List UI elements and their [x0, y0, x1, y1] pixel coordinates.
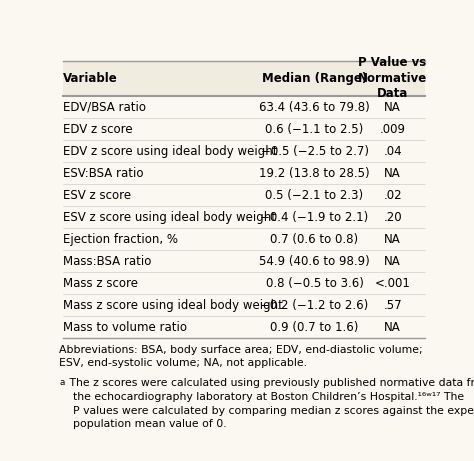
Text: 0.5 (−2.1 to 2.3): 0.5 (−2.1 to 2.3)	[265, 189, 364, 201]
Text: Mass:BSA ratio: Mass:BSA ratio	[63, 255, 151, 268]
Bar	[63, 294, 425, 316]
Bar	[63, 228, 425, 250]
Text: NA: NA	[384, 255, 401, 268]
Bar	[63, 206, 425, 228]
Text: Abbreviations: BSA, body surface area; EDV, end-diastolic volume;
ESV, end-systo: Abbreviations: BSA, body surface area; E…	[59, 345, 423, 368]
Bar	[63, 140, 425, 162]
Text: NA: NA	[384, 321, 401, 334]
Text: Median (Range): Median (Range)	[262, 72, 367, 85]
Text: a: a	[59, 378, 64, 387]
Text: <.001: <.001	[374, 277, 410, 290]
Bar	[63, 61, 425, 96]
Text: 0.7 (0.6 to 0.8): 0.7 (0.6 to 0.8)	[271, 233, 359, 246]
Text: 0.8 (−0.5 to 3.6): 0.8 (−0.5 to 3.6)	[265, 277, 364, 290]
Text: EDV z score: EDV z score	[63, 123, 133, 136]
Text: NA: NA	[384, 100, 401, 114]
Text: NA: NA	[384, 167, 401, 180]
Bar	[63, 272, 425, 294]
Text: ESV z score using ideal body weight: ESV z score using ideal body weight	[63, 211, 276, 224]
Text: EDV/BSA ratio: EDV/BSA ratio	[63, 100, 146, 114]
Text: 63.4 (43.6 to 79.8): 63.4 (43.6 to 79.8)	[259, 100, 370, 114]
Text: 19.2 (13.8 to 28.5): 19.2 (13.8 to 28.5)	[259, 167, 370, 180]
Bar	[63, 96, 425, 118]
Text: −0.4 (−1.9 to 2.1): −0.4 (−1.9 to 2.1)	[260, 211, 369, 224]
Text: .009: .009	[380, 123, 406, 136]
Text: Ejection fraction, %: Ejection fraction, %	[63, 233, 178, 246]
Text: P Value vs
Normative
Data: P Value vs Normative Data	[358, 56, 427, 100]
Text: .20: .20	[383, 211, 402, 224]
Bar	[63, 184, 425, 206]
Text: Mass z score using ideal body weight: Mass z score using ideal body weight	[63, 299, 283, 312]
Text: .02: .02	[383, 189, 402, 201]
Bar	[63, 250, 425, 272]
Bar	[63, 162, 425, 184]
Text: NA: NA	[384, 233, 401, 246]
Text: −0.5 (−2.5 to 2.7): −0.5 (−2.5 to 2.7)	[261, 145, 369, 158]
Bar	[63, 316, 425, 338]
Text: Mass z score: Mass z score	[63, 277, 138, 290]
Bar	[63, 118, 425, 140]
Text: EDV z score using ideal body weight: EDV z score using ideal body weight	[63, 145, 277, 158]
Text: 0.6 (−1.1 to 2.5): 0.6 (−1.1 to 2.5)	[265, 123, 364, 136]
Text: The z scores were calculated using previously published normative data from
  th: The z scores were calculated using previ…	[66, 378, 474, 429]
Text: .57: .57	[383, 299, 402, 312]
Text: 54.9 (40.6 to 98.9): 54.9 (40.6 to 98.9)	[259, 255, 370, 268]
Text: Mass to volume ratio: Mass to volume ratio	[63, 321, 187, 334]
Text: .04: .04	[383, 145, 402, 158]
Text: ESV z score: ESV z score	[63, 189, 131, 201]
Text: 0.9 (0.7 to 1.6): 0.9 (0.7 to 1.6)	[270, 321, 359, 334]
Text: −0.2 (−1.2 to 2.6): −0.2 (−1.2 to 2.6)	[260, 299, 369, 312]
Text: Variable: Variable	[63, 72, 118, 85]
Text: ESV:BSA ratio: ESV:BSA ratio	[63, 167, 144, 180]
